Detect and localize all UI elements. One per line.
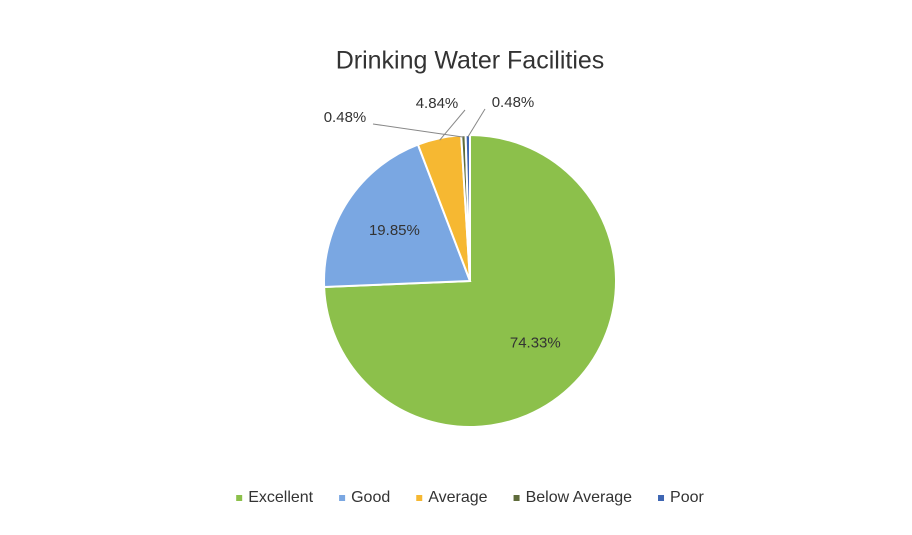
pie-slice	[323, 143, 472, 289]
legend-marker	[416, 495, 423, 501]
legend-label: Excellent	[248, 489, 313, 506]
legend-label: Poor	[670, 489, 704, 506]
leader-line	[467, 108, 486, 138]
legend-marker	[658, 495, 665, 501]
data-label: 74.33%	[510, 335, 561, 352]
data-label: 4.84%	[416, 95, 459, 112]
leader-line	[372, 123, 464, 138]
legend-marker	[513, 495, 520, 501]
data-label: 19.85%	[369, 222, 420, 239]
data-label: 0.48%	[492, 94, 535, 111]
leader-line	[439, 109, 466, 141]
data-label: 0.48%	[324, 109, 367, 126]
legend-label: Good	[351, 489, 390, 506]
chart-title: Drinking Water Facilities	[336, 47, 605, 75]
legend-label: Below Average	[526, 489, 633, 506]
pie-slice	[464, 133, 471, 282]
legend-marker	[339, 495, 346, 501]
legend-marker	[236, 495, 243, 501]
legend-label: Average	[428, 489, 487, 506]
